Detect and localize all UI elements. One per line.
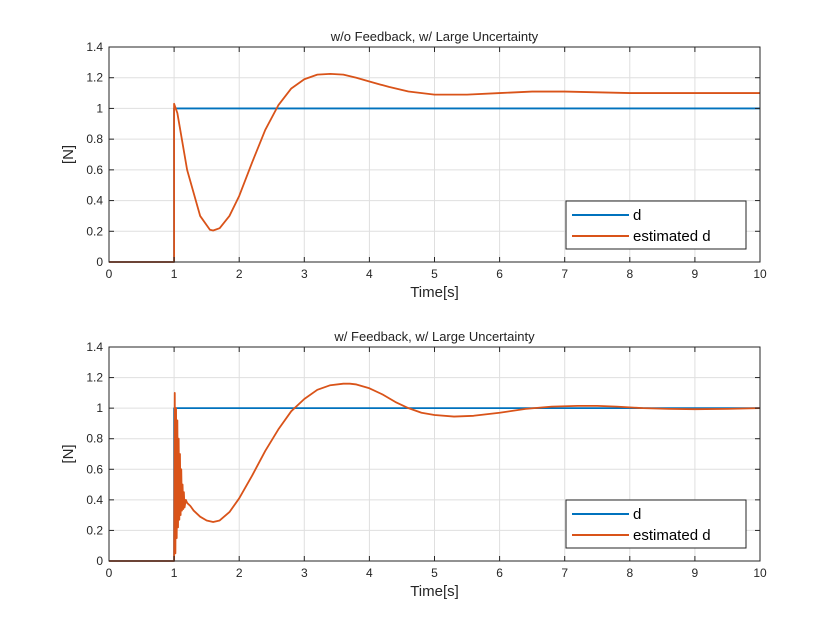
y-tick-label: 0.4 — [86, 194, 103, 208]
x-axis-label: Time[s] — [410, 284, 459, 301]
x-tick-label: 0 — [106, 566, 113, 580]
x-tick-label: 5 — [431, 267, 438, 281]
x-axis-label: Time[s] — [410, 583, 459, 600]
x-tick-label: 2 — [236, 566, 243, 580]
x-tick-label: 10 — [753, 566, 767, 580]
legend-box — [565, 200, 747, 250]
legend-label-estimated-d: estimated d — [633, 527, 711, 544]
legend-box — [565, 499, 747, 549]
legend-label-d: d — [633, 207, 641, 224]
x-tick-label: 10 — [753, 267, 767, 281]
legend-label-d: d — [633, 506, 641, 523]
x-tick-label: 2 — [236, 267, 243, 281]
legend: d estimated d — [565, 499, 747, 549]
series-line-estimated-d — [109, 72, 760, 263]
x-tick-label: 3 — [301, 267, 308, 281]
top-subplot: 0 1 2 3 4 5 6 7 8 9 10 0 0.2 0.4 0.6 0.8 1 1.2 1.4 w/o Feed… — [60, 29, 767, 301]
x-tick-label: 7 — [561, 267, 568, 281]
x-tick-label: 6 — [496, 267, 503, 281]
y-tick-label: 1.2 — [86, 71, 103, 85]
x-tick-label: 1 — [171, 566, 178, 580]
x-tick-label: 5 — [431, 566, 438, 580]
y-tick-label: 0.2 — [86, 224, 103, 238]
x-tick-label: 4 — [366, 566, 373, 580]
x-tick-label: 8 — [626, 267, 633, 281]
y-tick-label: 0 — [96, 554, 103, 568]
x-tick-label: 9 — [692, 267, 699, 281]
legend-label-estimated-d: estimated d — [633, 228, 711, 245]
y-tick-label: 1 — [96, 101, 103, 115]
y-tick-label: 1 — [96, 401, 103, 415]
x-tick-label: 3 — [301, 566, 308, 580]
y-tick-label: 0.8 — [86, 132, 103, 146]
series-line-estimated-d — [109, 382, 761, 562]
y-tick-label: 0.2 — [86, 523, 103, 537]
x-tick-label: 9 — [692, 566, 699, 580]
legend: d estimated d — [565, 200, 747, 250]
chart-title: w/o Feedback, w/ Large Uncertainty — [330, 29, 539, 44]
x-tick-label: 0 — [106, 267, 113, 281]
x-tick-label: 1 — [171, 267, 178, 281]
y-tick-label: 0.6 — [86, 163, 103, 177]
y-tick-label: 0 — [96, 255, 103, 269]
bottom-subplot: 0 1 2 3 4 5 6 7 8 9 10 0 0.2 0.4 0.6 0.8 1 1.2 1.4 w/ Feedb… — [60, 329, 767, 600]
x-tick-label: 8 — [626, 566, 633, 580]
x-tick-label: 6 — [496, 566, 503, 580]
y-tick-label: 1.4 — [86, 340, 103, 354]
y-tick-label: 0.8 — [86, 432, 103, 446]
y-tick-label: 0.4 — [86, 493, 103, 507]
y-tick-label: 1.4 — [86, 40, 103, 54]
x-tick-label: 4 — [366, 267, 373, 281]
chart-title: w/ Feedback, w/ Large Uncertainty — [333, 329, 535, 344]
y-tick-label: 1.2 — [86, 371, 103, 385]
y-axis-label: [N] — [60, 145, 77, 164]
x-tick-label: 7 — [561, 566, 568, 580]
y-tick-label: 0.6 — [86, 462, 103, 476]
y-axis-label: [N] — [60, 444, 77, 463]
